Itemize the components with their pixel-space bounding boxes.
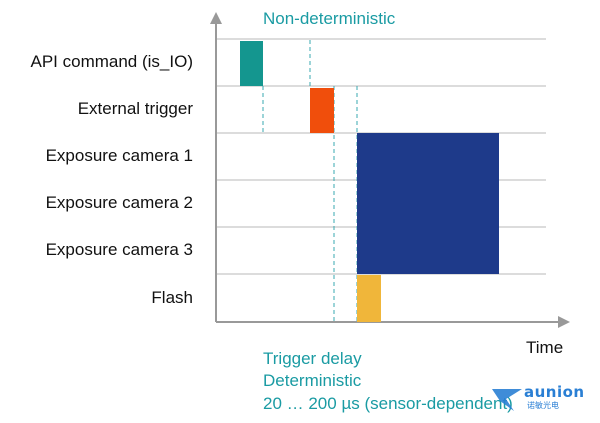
y-axis-arrow bbox=[210, 12, 222, 24]
row-label-api-command: API command (is_IO) bbox=[30, 52, 194, 71]
delay-range-label: 20 … 200 µs (sensor-dependent) bbox=[263, 394, 513, 413]
logo-wordmark: aunion bbox=[524, 383, 585, 401]
row-label-exposure-camera-3: Exposure camera 3 bbox=[45, 240, 193, 259]
dashed-guides bbox=[262, 40, 358, 322]
logo-subtext: 诺敏光电 bbox=[527, 401, 559, 410]
row-label-exposure-camera-1: Exposure camera 1 bbox=[45, 146, 193, 165]
deterministic-label: Deterministic bbox=[263, 371, 362, 390]
row-label-external-trigger: External trigger bbox=[77, 99, 193, 118]
x-axis-arrow bbox=[558, 316, 570, 328]
flash-pulse bbox=[357, 275, 381, 322]
external-trigger-pulse bbox=[310, 88, 334, 133]
x-axis-label: Time bbox=[526, 338, 564, 357]
trigger-delay-label: Trigger delay bbox=[263, 349, 362, 368]
non-deterministic-label: Non-deterministic bbox=[263, 9, 396, 28]
aunion-logo-icon bbox=[492, 389, 522, 411]
exposure-block bbox=[357, 133, 499, 274]
api-command-pulse bbox=[240, 41, 263, 86]
row-label-exposure-camera-2: Exposure camera 2 bbox=[45, 193, 193, 212]
row-label-flash: Flash bbox=[151, 288, 193, 307]
